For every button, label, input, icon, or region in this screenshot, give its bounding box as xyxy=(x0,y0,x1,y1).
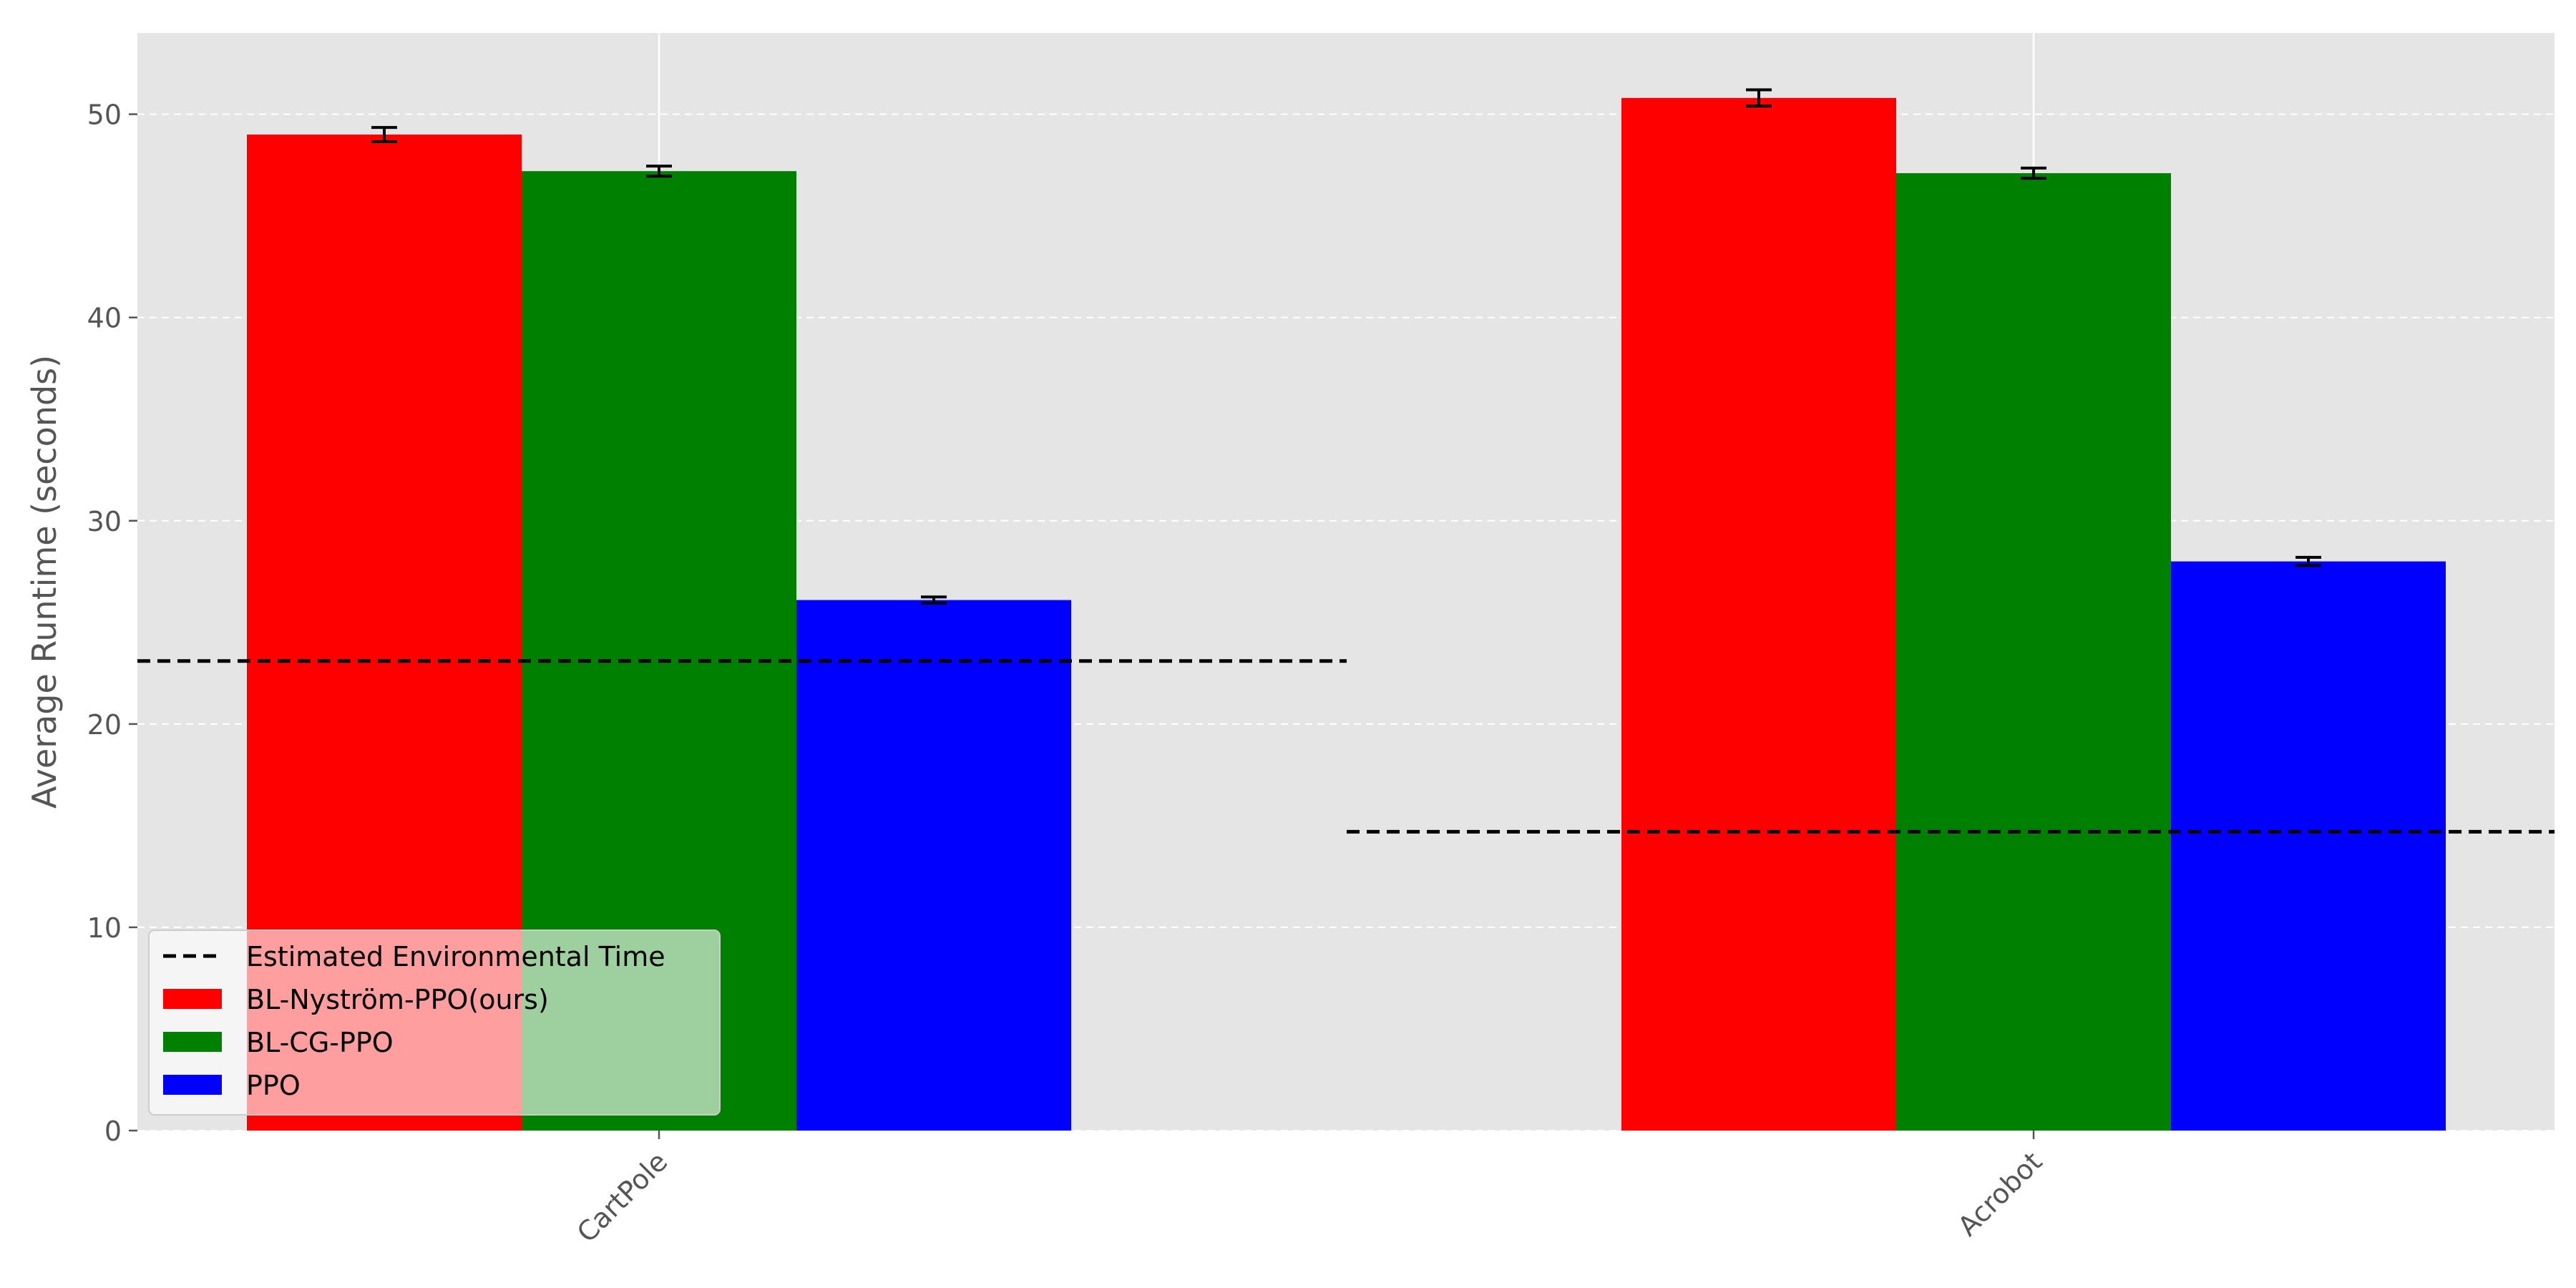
y-tick-label: 50 xyxy=(87,99,122,131)
x-tick-label: CartPole xyxy=(571,1146,674,1249)
legend-label: BL-CG-PPO xyxy=(246,1027,394,1058)
y-axis-label: Average Runtime (seconds) xyxy=(25,355,64,809)
bar xyxy=(1896,173,2171,1131)
error-bars xyxy=(371,88,2321,605)
legend: Estimated Environmental Time BL-Nyström-P… xyxy=(148,930,721,1116)
y-tick-label: 20 xyxy=(87,709,122,741)
y-tick-label: 10 xyxy=(87,912,122,944)
legend-label: BL-Nyström-PPO(ours) xyxy=(246,984,549,1015)
bar xyxy=(1621,97,1896,1131)
bar xyxy=(2171,561,2446,1131)
legend-swatch xyxy=(163,1075,222,1095)
y-axis-ticks: 0 10 20 30 40 50 xyxy=(87,99,137,1147)
legend-box xyxy=(148,930,721,1116)
x-tick-label: Acrobot xyxy=(1952,1146,2049,1242)
legend-label: PPO xyxy=(246,1070,301,1101)
y-tick-label: 0 xyxy=(104,1116,122,1147)
y-tick-label: 30 xyxy=(87,506,122,537)
reference-lines xyxy=(137,659,2555,834)
x-axis-ticks: CartPole Acrobot xyxy=(571,1131,2049,1249)
legend-label: Estimated Environmental Time xyxy=(246,941,665,972)
bar xyxy=(796,600,1071,1131)
legend-swatch xyxy=(163,989,222,1009)
legend-swatch xyxy=(163,1032,222,1052)
y-tick-label: 40 xyxy=(87,303,122,334)
